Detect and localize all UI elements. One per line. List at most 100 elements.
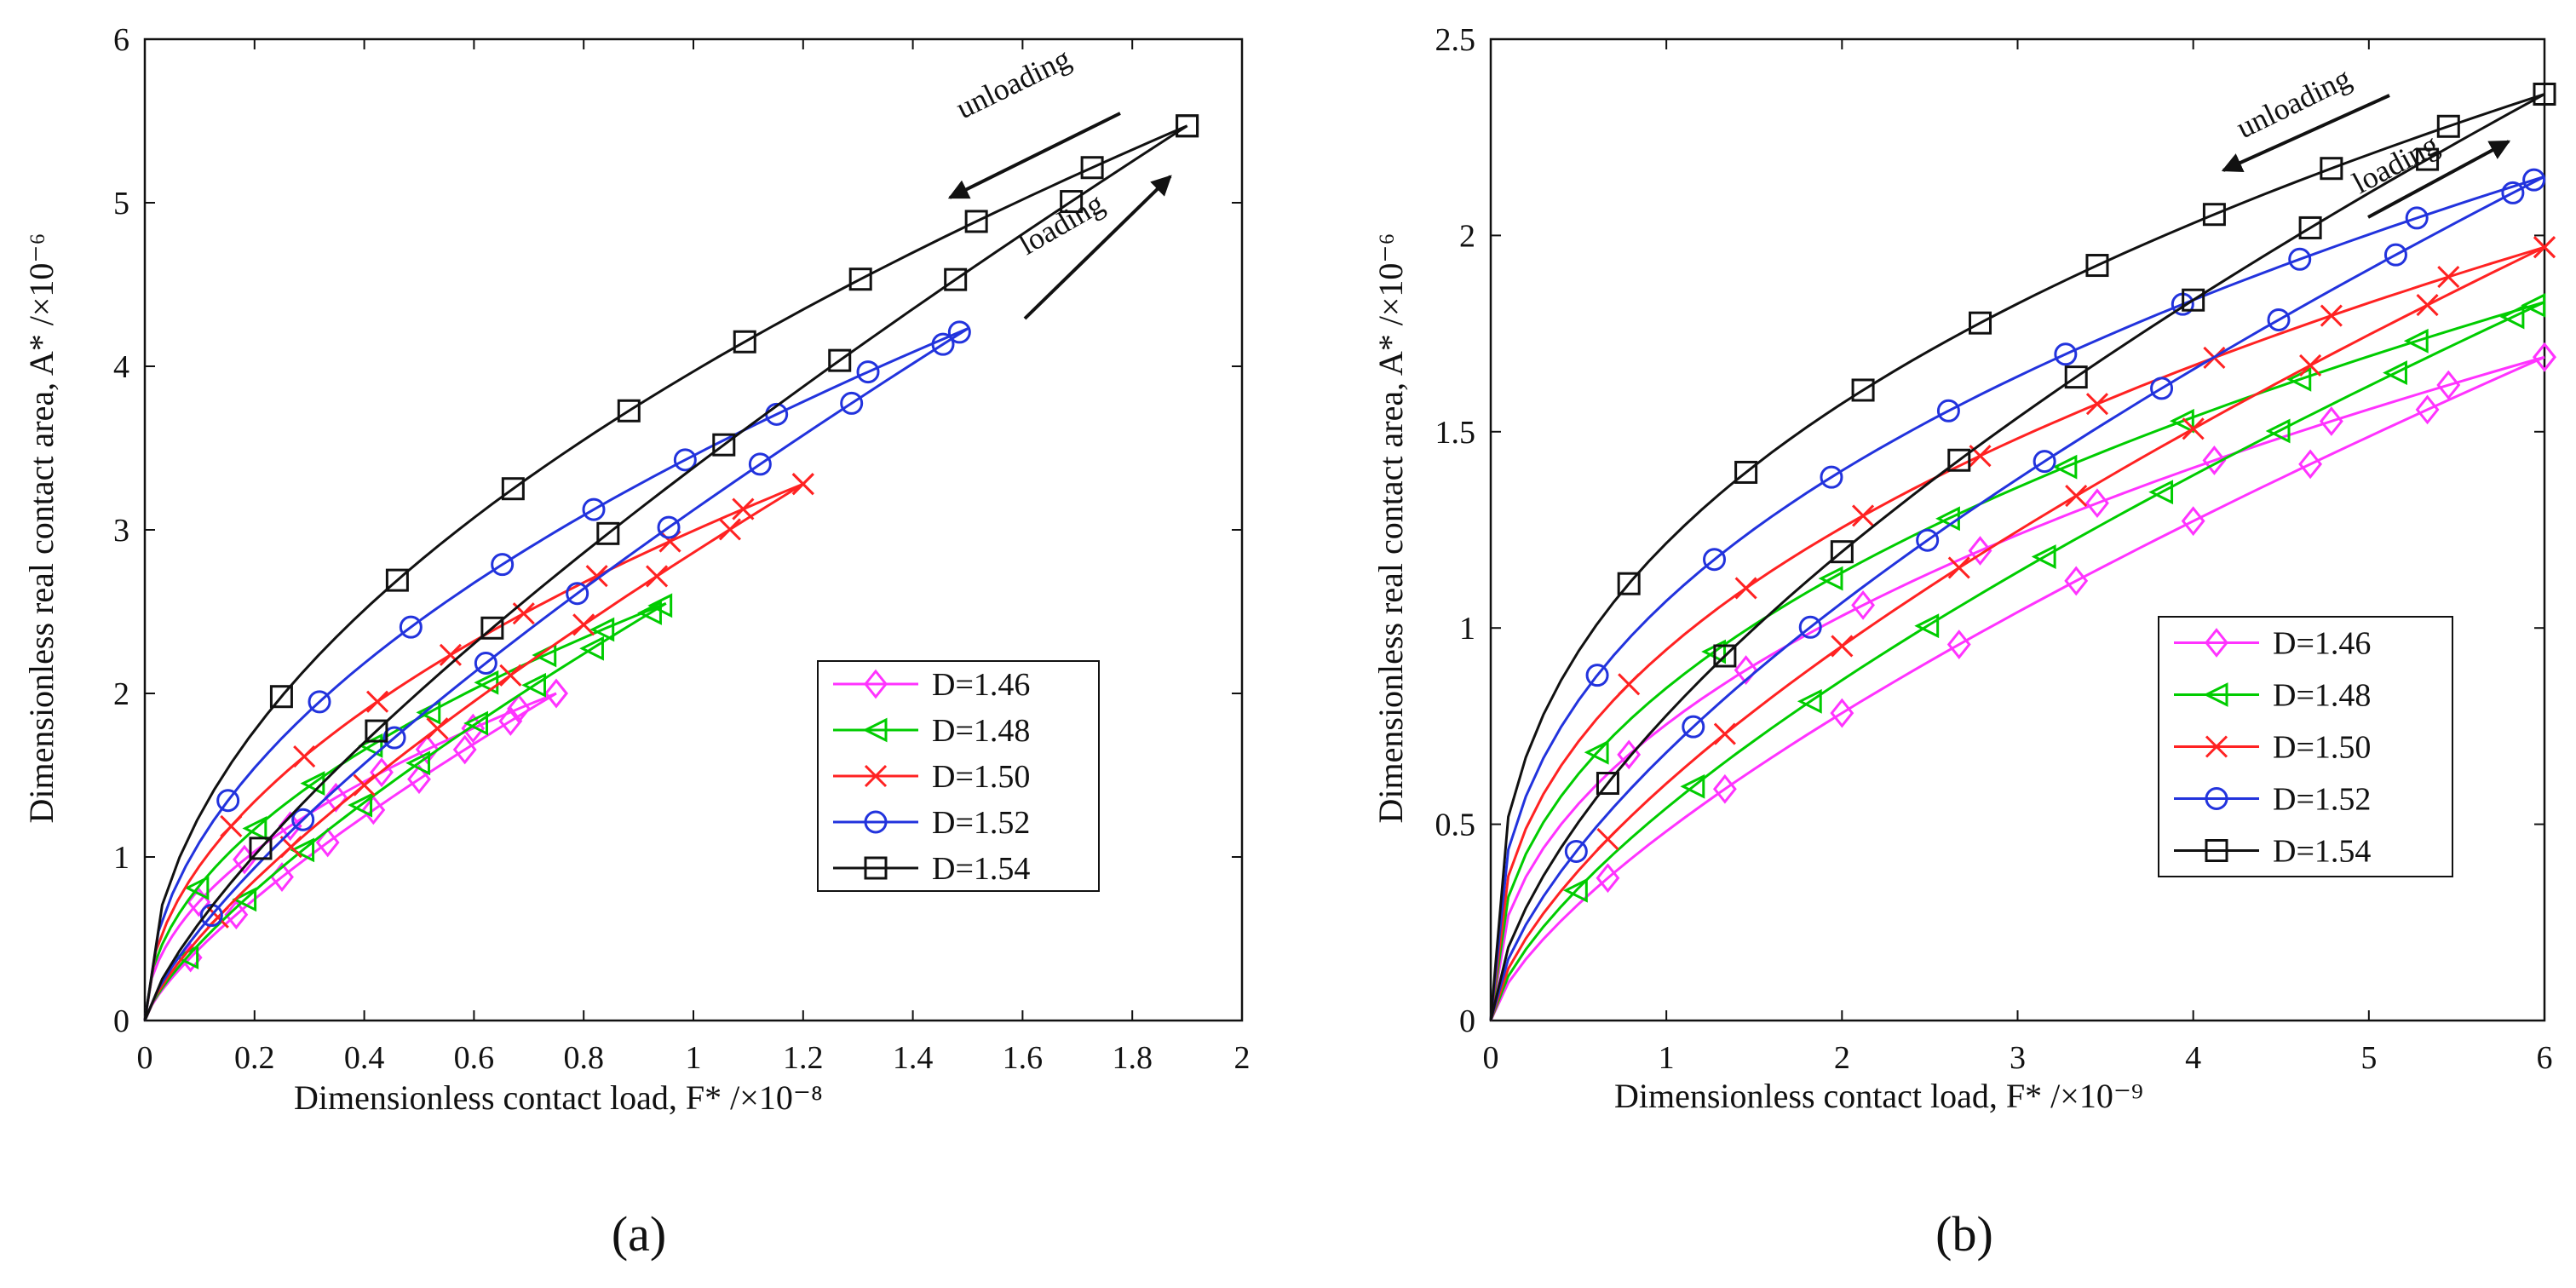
loading-arrow xyxy=(1023,175,1172,320)
loading-marker xyxy=(2298,449,2323,480)
unloading-marker xyxy=(1734,655,1758,685)
unloading-marker xyxy=(439,643,462,666)
unloading-marker xyxy=(184,875,210,900)
x-tick-label: 0.8 xyxy=(563,1040,604,1076)
loading-marker xyxy=(232,887,257,912)
unloading-marker xyxy=(365,690,389,713)
loading-marker xyxy=(474,651,497,675)
legend-marker xyxy=(2203,682,2228,707)
x-tick-label: 6 xyxy=(2537,1040,2553,1076)
legend-marker xyxy=(864,810,888,834)
legend-item-1.50: D=1.50 xyxy=(2174,730,2371,766)
loading-line xyxy=(1489,301,2545,1021)
loading-marker xyxy=(646,565,669,588)
loading-marker xyxy=(290,837,315,863)
legend-item-1.54: D=1.54 xyxy=(833,851,1030,887)
x-tick-label: 5 xyxy=(2360,1040,2377,1076)
x-tick-label: 0 xyxy=(137,1040,153,1076)
unloading-marker xyxy=(2403,328,2429,354)
loading-marker xyxy=(2064,566,2089,596)
unloading-line xyxy=(143,124,1188,1021)
unloading-marker xyxy=(1818,566,1843,591)
unloading-marker xyxy=(589,617,615,642)
unloading-line xyxy=(143,602,667,1021)
loading-marker xyxy=(1831,635,1854,658)
legend-marker xyxy=(2205,628,2228,658)
legend-label: D=1.52 xyxy=(2273,782,2371,818)
loading-marker xyxy=(348,792,373,818)
x-tick-label: 2 xyxy=(1234,1040,1251,1076)
loading-marker xyxy=(2181,506,2205,537)
unloading-marker xyxy=(2085,488,2109,519)
loading-marker xyxy=(1564,839,1588,863)
unloading-marker xyxy=(2202,446,2227,475)
unloading-marker xyxy=(1584,739,1609,765)
legend-item-1.48: D=1.48 xyxy=(2174,678,2371,714)
loading-line xyxy=(143,482,804,1021)
loading-marker xyxy=(1060,190,1084,214)
loading-marker xyxy=(521,672,546,698)
loading-marker xyxy=(2033,450,2056,474)
unloading-marker xyxy=(220,814,243,838)
legend-label: D=1.54 xyxy=(932,851,1030,887)
loading-marker xyxy=(291,808,315,831)
unloading-marker xyxy=(399,615,423,639)
unloading-line xyxy=(1489,301,2545,1021)
unloading-marker xyxy=(2319,406,2343,436)
unloading-marker xyxy=(2288,247,2312,271)
unloading-marker xyxy=(1851,378,1875,402)
unloading-marker xyxy=(1820,465,1843,489)
legend-label: D=1.46 xyxy=(932,667,1030,703)
unloading-marker xyxy=(474,670,499,695)
loading-marker xyxy=(2501,181,2525,204)
unloading-marker xyxy=(733,330,756,354)
series-1.48 xyxy=(1489,292,2546,1021)
legend-marker xyxy=(2205,735,2228,758)
loading-marker xyxy=(463,710,489,736)
loading-marker xyxy=(1797,688,1822,714)
x-tick-label: 0 xyxy=(1483,1040,1499,1076)
series-1.50 xyxy=(143,473,814,1021)
y-tick-label: 0 xyxy=(113,1003,129,1039)
loading-marker xyxy=(1596,772,1619,796)
legend-item-1.46: D=1.46 xyxy=(2174,626,2371,662)
loading-marker xyxy=(657,515,681,539)
loading-marker xyxy=(407,764,431,795)
legend-label: D=1.48 xyxy=(932,713,1030,749)
loading-marker xyxy=(1916,528,1940,552)
x-tick-label: 4 xyxy=(2185,1040,2201,1076)
panel-letter: (b) xyxy=(1935,1206,1993,1262)
loading-line xyxy=(1489,175,2545,1021)
loading-marker xyxy=(1798,615,1822,639)
unloading-marker xyxy=(1080,156,1104,180)
unloading-marker xyxy=(1968,536,1992,566)
loading-marker xyxy=(2265,418,2291,444)
unloading-marker xyxy=(2320,157,2343,181)
unloading-marker xyxy=(848,267,872,291)
unloading-line xyxy=(1489,175,2545,1021)
x-tick-label: 2 xyxy=(1834,1040,1850,1076)
unloading-line xyxy=(1489,355,2545,1021)
legend-item-1.52: D=1.52 xyxy=(2174,782,2371,818)
loading-marker xyxy=(712,433,736,457)
loading-marker xyxy=(2148,480,2174,505)
legend-label: D=1.54 xyxy=(2273,834,2371,870)
unloading-marker xyxy=(947,320,971,344)
y-tick-label: 6 xyxy=(113,22,129,58)
loading-marker xyxy=(2416,147,2440,171)
x-tick-label: 3 xyxy=(2010,1040,2026,1076)
unloading-marker xyxy=(2202,203,2226,227)
loading-marker xyxy=(1946,630,1971,659)
unloading-line xyxy=(143,482,804,1021)
y-tick-label: 0.5 xyxy=(1435,808,1476,843)
legend-marker xyxy=(864,856,888,880)
loading-marker xyxy=(718,518,741,541)
loading-marker xyxy=(2064,365,2088,389)
unloading-marker xyxy=(415,734,440,765)
loading-annotation: loading xyxy=(2347,127,2444,200)
legend-marker xyxy=(2205,839,2228,862)
unloading-marker xyxy=(1969,311,1992,335)
loading-marker xyxy=(931,332,955,356)
loading-marker xyxy=(1680,773,1705,799)
loading-marker xyxy=(480,616,504,640)
